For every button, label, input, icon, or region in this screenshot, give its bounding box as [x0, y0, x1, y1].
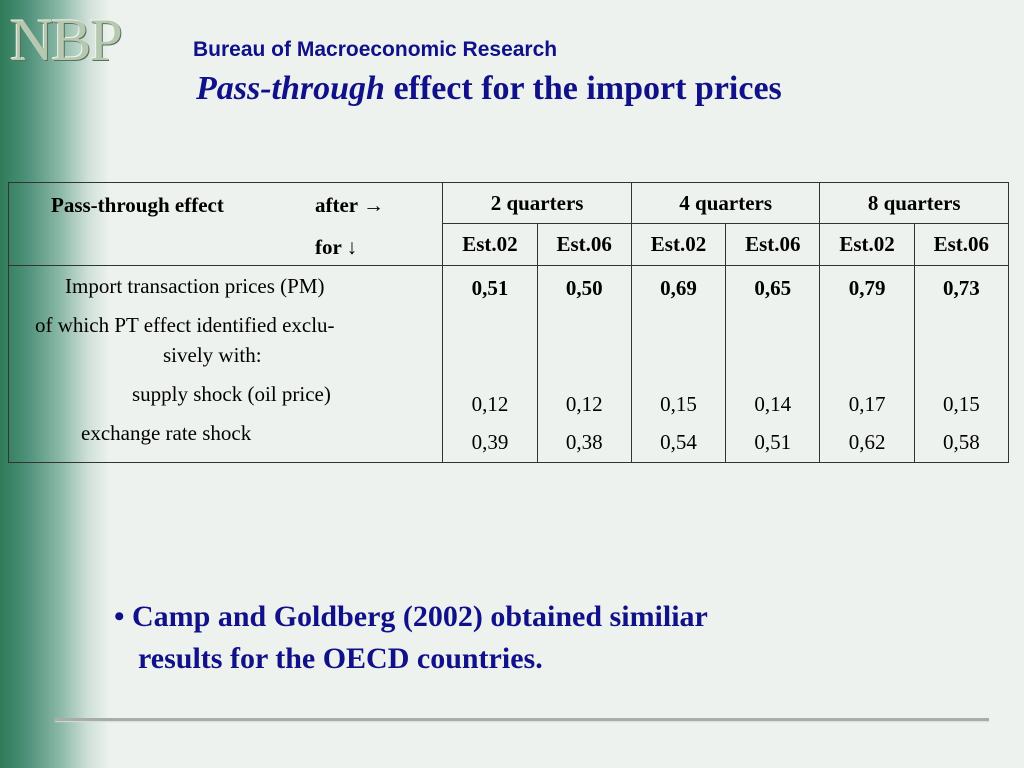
footer-divider — [55, 718, 989, 721]
estimate-header: Est.06 — [913, 223, 1010, 266]
row-labels-cell: Import transaction prices (PM) of which … — [7, 265, 444, 463]
import-value: 0,79 — [848, 276, 886, 300]
for-label: for ↓ — [315, 235, 358, 259]
estimate-header: Est.02 — [819, 223, 915, 266]
supply-value: 0,15 — [660, 392, 697, 416]
pass-through-table: Pass-through effect after → for ↓ 2 quar… — [7, 182, 1010, 463]
bullet-point: • Camp and Goldberg (2002) obtained simi… — [114, 596, 874, 680]
nbp-logo: NBP — [10, 7, 123, 73]
supply-value: 0,15 — [942, 392, 980, 416]
header-label: Pass-through effect — [51, 193, 224, 217]
after-label: after → — [315, 193, 384, 217]
quarter-header: 8 quarters — [819, 182, 1009, 224]
title-italic: Pass-through — [196, 70, 385, 107]
exchange-value: 0,51 — [754, 430, 792, 454]
supply-shock-label: supply shock (oil price) — [132, 382, 331, 406]
exchange-value: 0,39 — [471, 430, 509, 454]
bullet-line1: • Camp and Goldberg (2002) obtained simi… — [114, 600, 708, 633]
quarter-header: 4 quarters — [630, 182, 821, 224]
import-prices-label: Import transaction prices (PM) — [65, 274, 325, 298]
supply-value: 0,12 — [471, 392, 509, 416]
exchange-rate-label: exchange rate shock — [81, 421, 252, 445]
page-title: Pass-through effect for the import price… — [196, 70, 782, 108]
value-column: 0,79 0,17 0,62 — [819, 265, 915, 463]
import-value: 0,69 — [660, 276, 697, 300]
table-header-label-cell: Pass-through effect after → for ↓ — [7, 182, 444, 266]
import-value: 0,51 — [471, 276, 509, 300]
import-value: 0,50 — [565, 276, 603, 300]
value-column: 0,51 0,12 0,39 — [442, 265, 538, 463]
value-column: 0,50 0,12 0,38 — [536, 265, 632, 463]
estimate-header: Est.06 — [725, 223, 821, 266]
value-column: 0,65 0,14 0,51 — [725, 265, 821, 463]
value-column: 0,73 0,15 0,58 — [913, 265, 1010, 463]
exchange-value: 0,38 — [565, 430, 603, 454]
value-column: 0,69 0,15 0,54 — [630, 265, 727, 463]
supply-value: 0,17 — [848, 392, 886, 416]
bullet-line2: results for the OECD countries. — [138, 642, 543, 675]
estimate-header: Est.06 — [536, 223, 632, 266]
estimate-header: Est.02 — [442, 223, 538, 266]
exchange-value: 0,62 — [848, 430, 886, 454]
supply-value: 0,12 — [565, 392, 603, 416]
which-label-line2: sively with: — [163, 343, 262, 367]
quarter-header: 2 quarters — [442, 182, 632, 224]
exchange-value: 0,54 — [660, 430, 697, 454]
import-value: 0,73 — [942, 276, 980, 300]
title-rest: effect for the import prices — [384, 70, 782, 107]
organization-name: Bureau of Macroeconomic Research — [193, 38, 558, 61]
import-value: 0,65 — [754, 276, 792, 300]
which-label-line1: of which PT effect identified exclu- — [35, 313, 335, 337]
estimate-header: Est.02 — [630, 223, 727, 266]
supply-value: 0,14 — [754, 392, 792, 416]
exchange-value: 0,58 — [942, 430, 980, 454]
